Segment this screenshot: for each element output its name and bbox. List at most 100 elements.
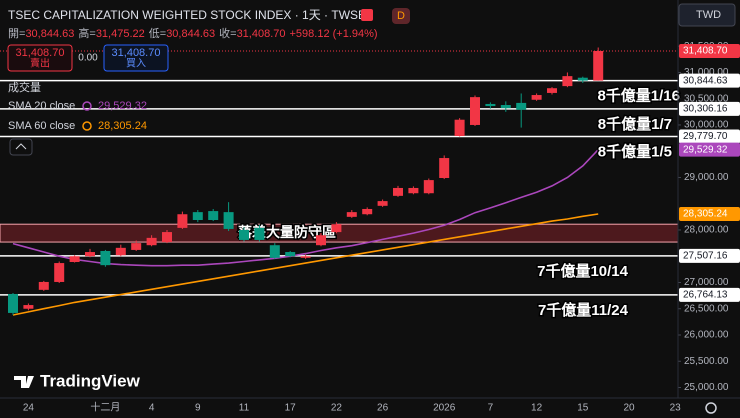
ohlc-line: 開=30,844.63 高=31,475.22 低=30,844.63 收=31,40… <box>8 26 378 40</box>
level-label: 7千億量10/14 <box>537 262 629 280</box>
candle-body <box>362 208 373 215</box>
x-tick-label: 23 <box>670 403 682 414</box>
level-tag: 27,507.16 <box>683 250 728 261</box>
x-tick-label: 24 <box>23 403 35 414</box>
legend-icon[interactable] <box>82 101 92 111</box>
x-tick-label: 12 <box>531 403 543 414</box>
y-tick-label: 30,000.00 <box>684 120 729 131</box>
candle-body <box>223 212 234 229</box>
candle-body <box>439 158 450 178</box>
candle-body <box>162 232 172 243</box>
x-tick-label: 4 <box>149 403 155 414</box>
y-tick-label: 25,500.00 <box>684 356 729 367</box>
candle-body <box>331 224 342 233</box>
spread: 0.00 <box>78 53 98 64</box>
candle-body <box>239 229 249 240</box>
y-tick-label: 26,500.00 <box>684 303 729 314</box>
x-tick-label: 15 <box>577 403 589 414</box>
buy-price: 31,408.70 <box>112 47 161 59</box>
collapse-icon <box>15 143 27 150</box>
level-tag-bg <box>679 101 740 116</box>
candle-body <box>500 105 511 109</box>
ohlc-value: 31,475.22 <box>96 28 145 40</box>
candle-body <box>208 211 219 221</box>
sell-label: 賣出 <box>30 57 50 70</box>
y-tick-label: 27,000.00 <box>684 277 729 288</box>
ohlc-value: 30,844.63 <box>25 28 74 40</box>
price-tag: 31,408.70 <box>683 46 728 57</box>
logo-icon <box>14 376 34 388</box>
ohlc-label: 收= <box>219 26 236 40</box>
candle-body <box>423 180 434 194</box>
level-tag-bg <box>679 287 740 302</box>
candle-body <box>23 305 34 309</box>
logo: TradingView <box>40 371 141 390</box>
flag <box>361 9 373 21</box>
y-tick-label: 25,000.00 <box>684 382 729 393</box>
x-tick-label: 20 <box>623 403 635 414</box>
x-tick-label: 26 <box>377 403 389 414</box>
candle-body <box>115 247 126 256</box>
candle-body <box>54 263 65 282</box>
candle-body <box>547 88 557 93</box>
y-tick-label: 29,000.00 <box>684 172 729 183</box>
ma-tag: 29,529.32 <box>683 144 728 155</box>
x-tick-label: 11 <box>239 403 250 414</box>
x-tick-label: 7 <box>488 403 494 414</box>
level-tag: 30,306.16 <box>683 104 728 115</box>
candle-body <box>577 77 588 81</box>
x-tick-label: 十二月 <box>90 401 120 414</box>
candle-body <box>593 50 604 81</box>
volume-label: 成交量 <box>8 80 41 94</box>
title: TSEC CAPITALIZATION WEIGHTED STOCK INDEX… <box>8 8 366 22</box>
ohlc-value: 30,844.63 <box>166 28 215 40</box>
sell-button[interactable] <box>7 44 73 72</box>
candle-body <box>316 235 326 246</box>
ohlc-label: 低= <box>149 27 166 40</box>
x-tick-label: 2026 <box>433 403 456 414</box>
candle-body <box>177 214 188 228</box>
ma-tag: 28,305.24 <box>683 209 728 220</box>
candle-body <box>8 294 18 313</box>
legend-icon[interactable] <box>82 121 92 131</box>
legend-name: SMA 60 close <box>8 120 75 132</box>
candle-body <box>85 252 95 257</box>
level-tag-bg <box>679 73 740 88</box>
plot: 31,500.0031,000.0030,500.0030,000.0029,0… <box>0 41 729 414</box>
candle-body <box>485 103 496 107</box>
candle-body <box>69 256 80 263</box>
candle-body <box>470 97 480 125</box>
level-label: 8千億量1/16 <box>597 87 680 105</box>
candle-body <box>100 250 111 266</box>
x-tick-label: 9 <box>195 403 201 414</box>
badge-bg <box>392 8 410 24</box>
candle-body <box>300 256 311 258</box>
overlay: TSEC CAPITALIZATION WEIGHTED STOCK INDEX… <box>7 3 736 414</box>
sell-price: 31,408.70 <box>16 47 65 59</box>
level-label: 8千億量1/5 <box>598 143 672 161</box>
level-tag-bg <box>679 129 740 144</box>
candle-body <box>254 227 265 240</box>
x-tick-label: 22 <box>331 403 343 414</box>
legend-name: SMA 20 close <box>8 100 75 112</box>
level-label: 7千億量11/24 <box>538 301 629 319</box>
level-label: 8千億量1/7 <box>598 115 672 133</box>
ohlc-label: 開= <box>8 27 25 40</box>
candle-body <box>146 237 157 246</box>
candle-body <box>531 95 542 100</box>
settings-icon[interactable] <box>705 402 717 414</box>
ohlc-value: 31,408.70 <box>237 28 286 40</box>
collapse-button[interactable] <box>9 138 33 156</box>
y-tick-label: 28,000.00 <box>684 225 729 236</box>
candle-body <box>516 102 527 110</box>
ma-line <box>12 149 599 267</box>
currency-button[interactable] <box>678 3 736 27</box>
change: +598.12 (+1.94%) <box>290 28 378 40</box>
candle-body <box>454 119 465 136</box>
level-tag: 26,764.13 <box>683 290 728 301</box>
buy-label: 買入 <box>126 58 146 70</box>
candle-body <box>192 212 203 221</box>
buy-button[interactable] <box>103 44 169 72</box>
level-tag: 30,844.63 <box>683 75 728 86</box>
